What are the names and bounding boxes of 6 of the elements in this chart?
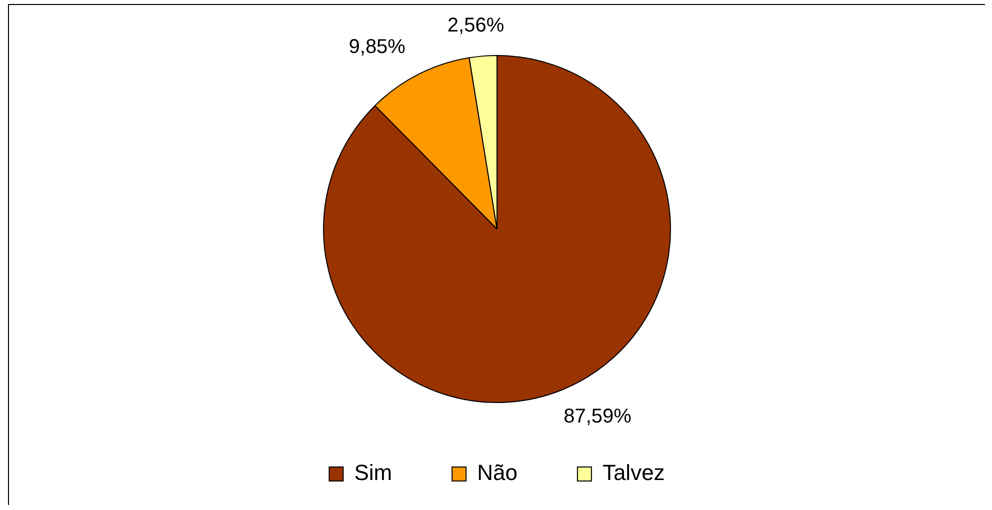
data-label: 9,85% xyxy=(348,36,406,58)
legend-label: Não xyxy=(477,460,518,486)
data-label: 87,59% xyxy=(564,406,632,428)
legend-label: Sim xyxy=(354,460,392,486)
legend-label: Talvez xyxy=(602,460,665,486)
data-label: 2,56% xyxy=(447,14,504,37)
